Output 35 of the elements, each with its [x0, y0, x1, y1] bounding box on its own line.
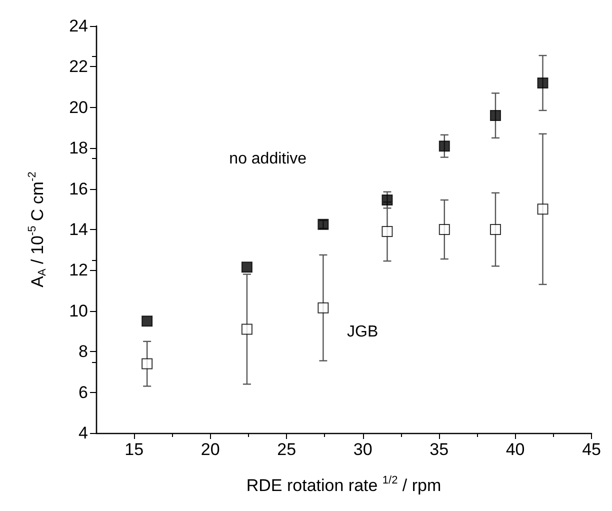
x-tick-label: 35: [430, 440, 449, 459]
point: [142, 358, 153, 370]
y-tick-label: 4: [78, 424, 88, 442]
y-tick-label: 16: [69, 179, 88, 198]
y-tick-label: 10: [69, 301, 88, 320]
x-axis-title: RDE rotation rate 1/2 / rpm: [246, 474, 442, 495]
point: [382, 194, 393, 206]
point: [490, 110, 501, 122]
point: [142, 316, 153, 327]
y-tick-label: 6: [78, 382, 88, 402]
point: [241, 262, 252, 273]
x-tick-label: 20: [200, 440, 220, 459]
point: [382, 226, 393, 238]
y-tick-label: 18: [69, 138, 88, 158]
y-tick-label: 20: [69, 98, 88, 117]
y-tick-label: 12: [69, 260, 88, 280]
annotation: JGB: [347, 324, 378, 341]
point: [490, 224, 501, 235]
point: [537, 77, 548, 88]
point: [438, 140, 450, 152]
point: [537, 204, 548, 215]
y-tick-label: 22: [69, 57, 88, 76]
point: [318, 302, 329, 314]
point: [438, 224, 450, 235]
x-tick-label: 45: [582, 440, 602, 459]
annotation: no additive: [229, 150, 307, 168]
x-tick-label: 25: [277, 440, 296, 459]
x-tick-label: 40: [506, 440, 525, 459]
y-tick-label: 8: [78, 342, 88, 362]
point: [241, 324, 252, 335]
x-tick-label: 30: [353, 440, 372, 459]
y-tick-label: 24: [69, 16, 88, 36]
x-tick-label: 15: [124, 440, 144, 459]
y-axis-title: AA / 10-5 C cm-2: [26, 172, 48, 288]
y-tick-label: 14: [69, 220, 88, 239]
